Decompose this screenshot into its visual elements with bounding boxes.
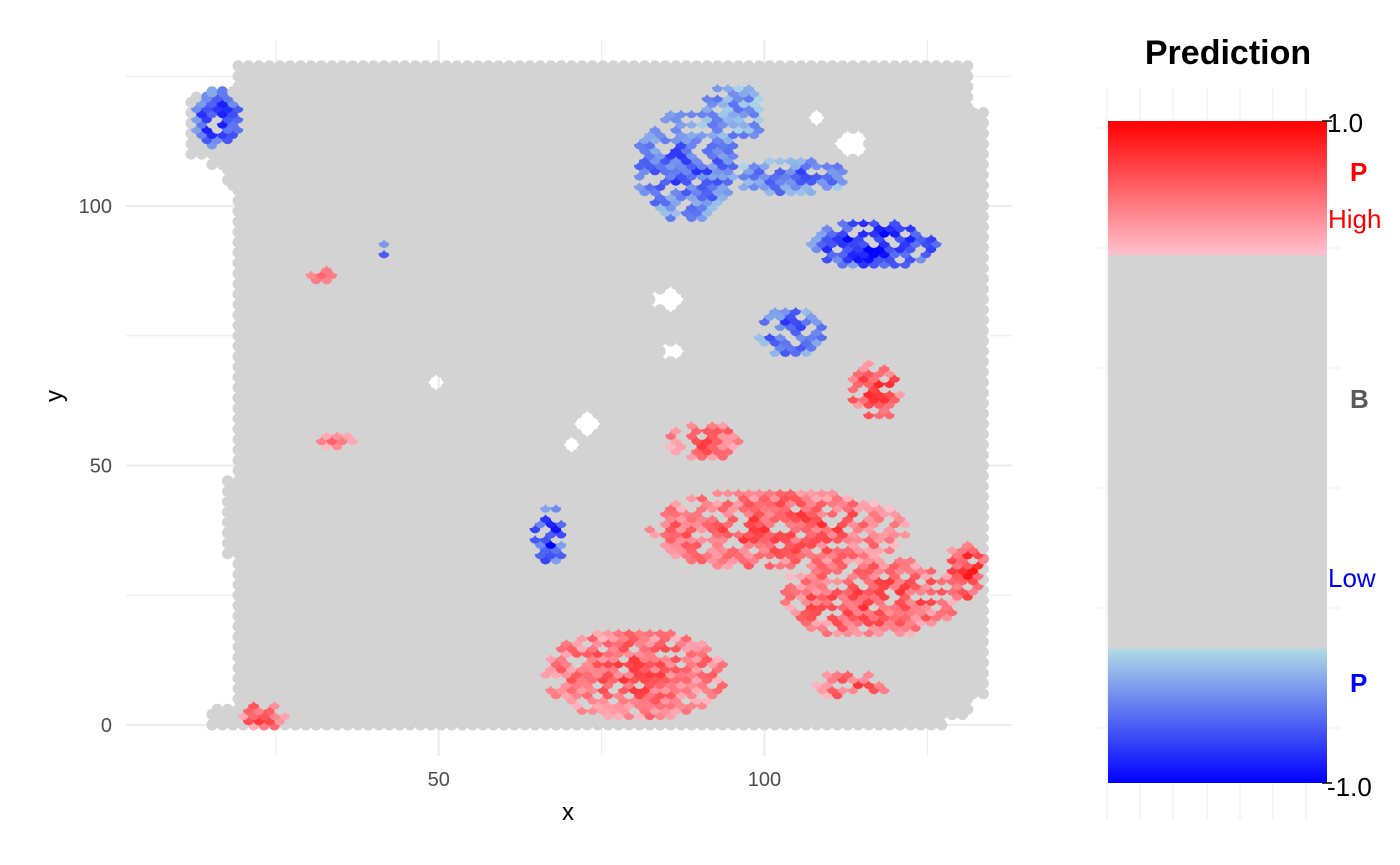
spot [211, 703, 223, 715]
spot [222, 703, 234, 715]
spot-layer [185, 60, 989, 731]
spot [222, 475, 234, 487]
